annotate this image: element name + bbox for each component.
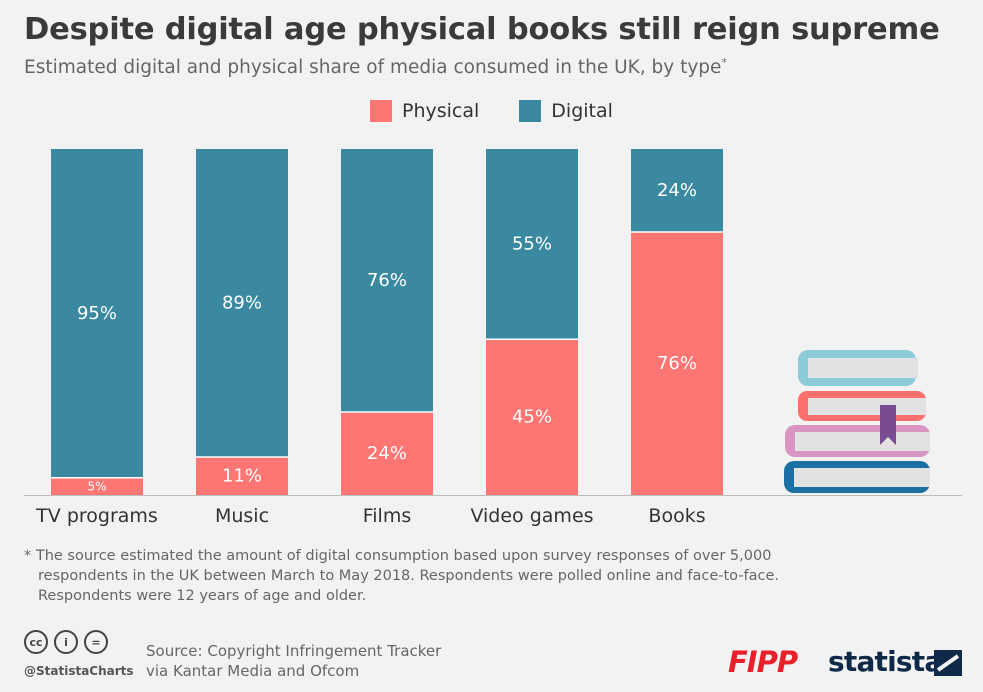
footnote: * The source estimated the amount of dig… <box>24 546 924 606</box>
fipp-logo: FIPP <box>728 645 798 679</box>
by-icon: i <box>54 630 78 654</box>
x-tick-label-books: Books <box>648 505 705 527</box>
bar-digital-tv-programs <box>51 149 143 478</box>
chart-subtitle: Estimated digital and physical share of … <box>24 56 727 78</box>
stacked-bar-chart: 5% 95% TV programs 11% 89% Music 24% 76% Films 45… <box>24 149 962 527</box>
bar-physical-books <box>631 232 723 496</box>
legend-item-digital: Digital <box>519 100 613 122</box>
books-stack-icon <box>784 350 930 493</box>
data-label-physical-films: 24% <box>367 443 407 464</box>
x-tick-label-video-games: Video games <box>470 505 593 527</box>
statista-logo-icon <box>934 650 962 676</box>
x-tick-label-tv-programs: TV programs <box>35 505 158 527</box>
cc-icon: cc <box>24 630 48 654</box>
data-label-physical-tv-programs: 5% <box>87 479 106 493</box>
x-tick-label-music: Music <box>215 505 269 527</box>
bar-digital-books <box>631 149 723 233</box>
bar-physical-video-games <box>486 339 578 495</box>
data-label-digital-music: 89% <box>222 292 262 313</box>
source: Source: Copyright Infringement Tracker v… <box>146 641 441 681</box>
x-tick-label-films: Films <box>363 505 412 527</box>
subtitle-footnote-mark: * <box>721 56 727 69</box>
data-label-physical-books: 76% <box>657 353 697 374</box>
data-label-physical-music: 11% <box>222 465 262 486</box>
bar-digital-films <box>341 149 433 412</box>
legend-swatch-digital <box>519 100 542 122</box>
chart-title: Despite digital age physical books still… <box>24 12 940 47</box>
legend-item-physical: Physical <box>370 100 479 122</box>
data-label-digital-films: 76% <box>367 270 407 291</box>
bar-physical-music <box>196 456 288 495</box>
bar-physical-tv-programs <box>51 477 143 495</box>
nd-icon: = <box>84 630 108 654</box>
legend: Physical Digital <box>370 100 613 122</box>
legend-label-physical: Physical <box>402 100 480 122</box>
statista-logo: statista <box>828 645 943 678</box>
footnote-line-2: respondents in the UK between March to M… <box>38 568 780 584</box>
bar-physical-films <box>341 411 433 495</box>
footnote-line-3: Respondents were 12 years of age and old… <box>38 588 367 604</box>
source-line-2: via Kantar Media and Ofcom <box>146 662 360 680</box>
data-label-digital-video-games: 55% <box>512 234 552 255</box>
data-label-digital-books: 24% <box>657 180 697 201</box>
bar-digital-music <box>196 149 288 457</box>
legend-swatch-physical <box>370 100 392 122</box>
bar-digital-video-games <box>486 149 578 340</box>
subtitle-text: Estimated digital and physical share of … <box>24 57 722 79</box>
legend-label-digital: Digital <box>551 100 613 122</box>
statista-handle: @StatistaCharts <box>24 664 134 678</box>
source-line-1: Source: Copyright Infringement Tracker <box>146 642 442 660</box>
data-label-physical-video-games: 45% <box>512 407 552 428</box>
footnote-line-1: * The source estimated the amount of dig… <box>24 548 772 564</box>
license-icons: cc i = <box>24 630 108 654</box>
data-label-digital-tv-programs: 95% <box>77 303 117 324</box>
